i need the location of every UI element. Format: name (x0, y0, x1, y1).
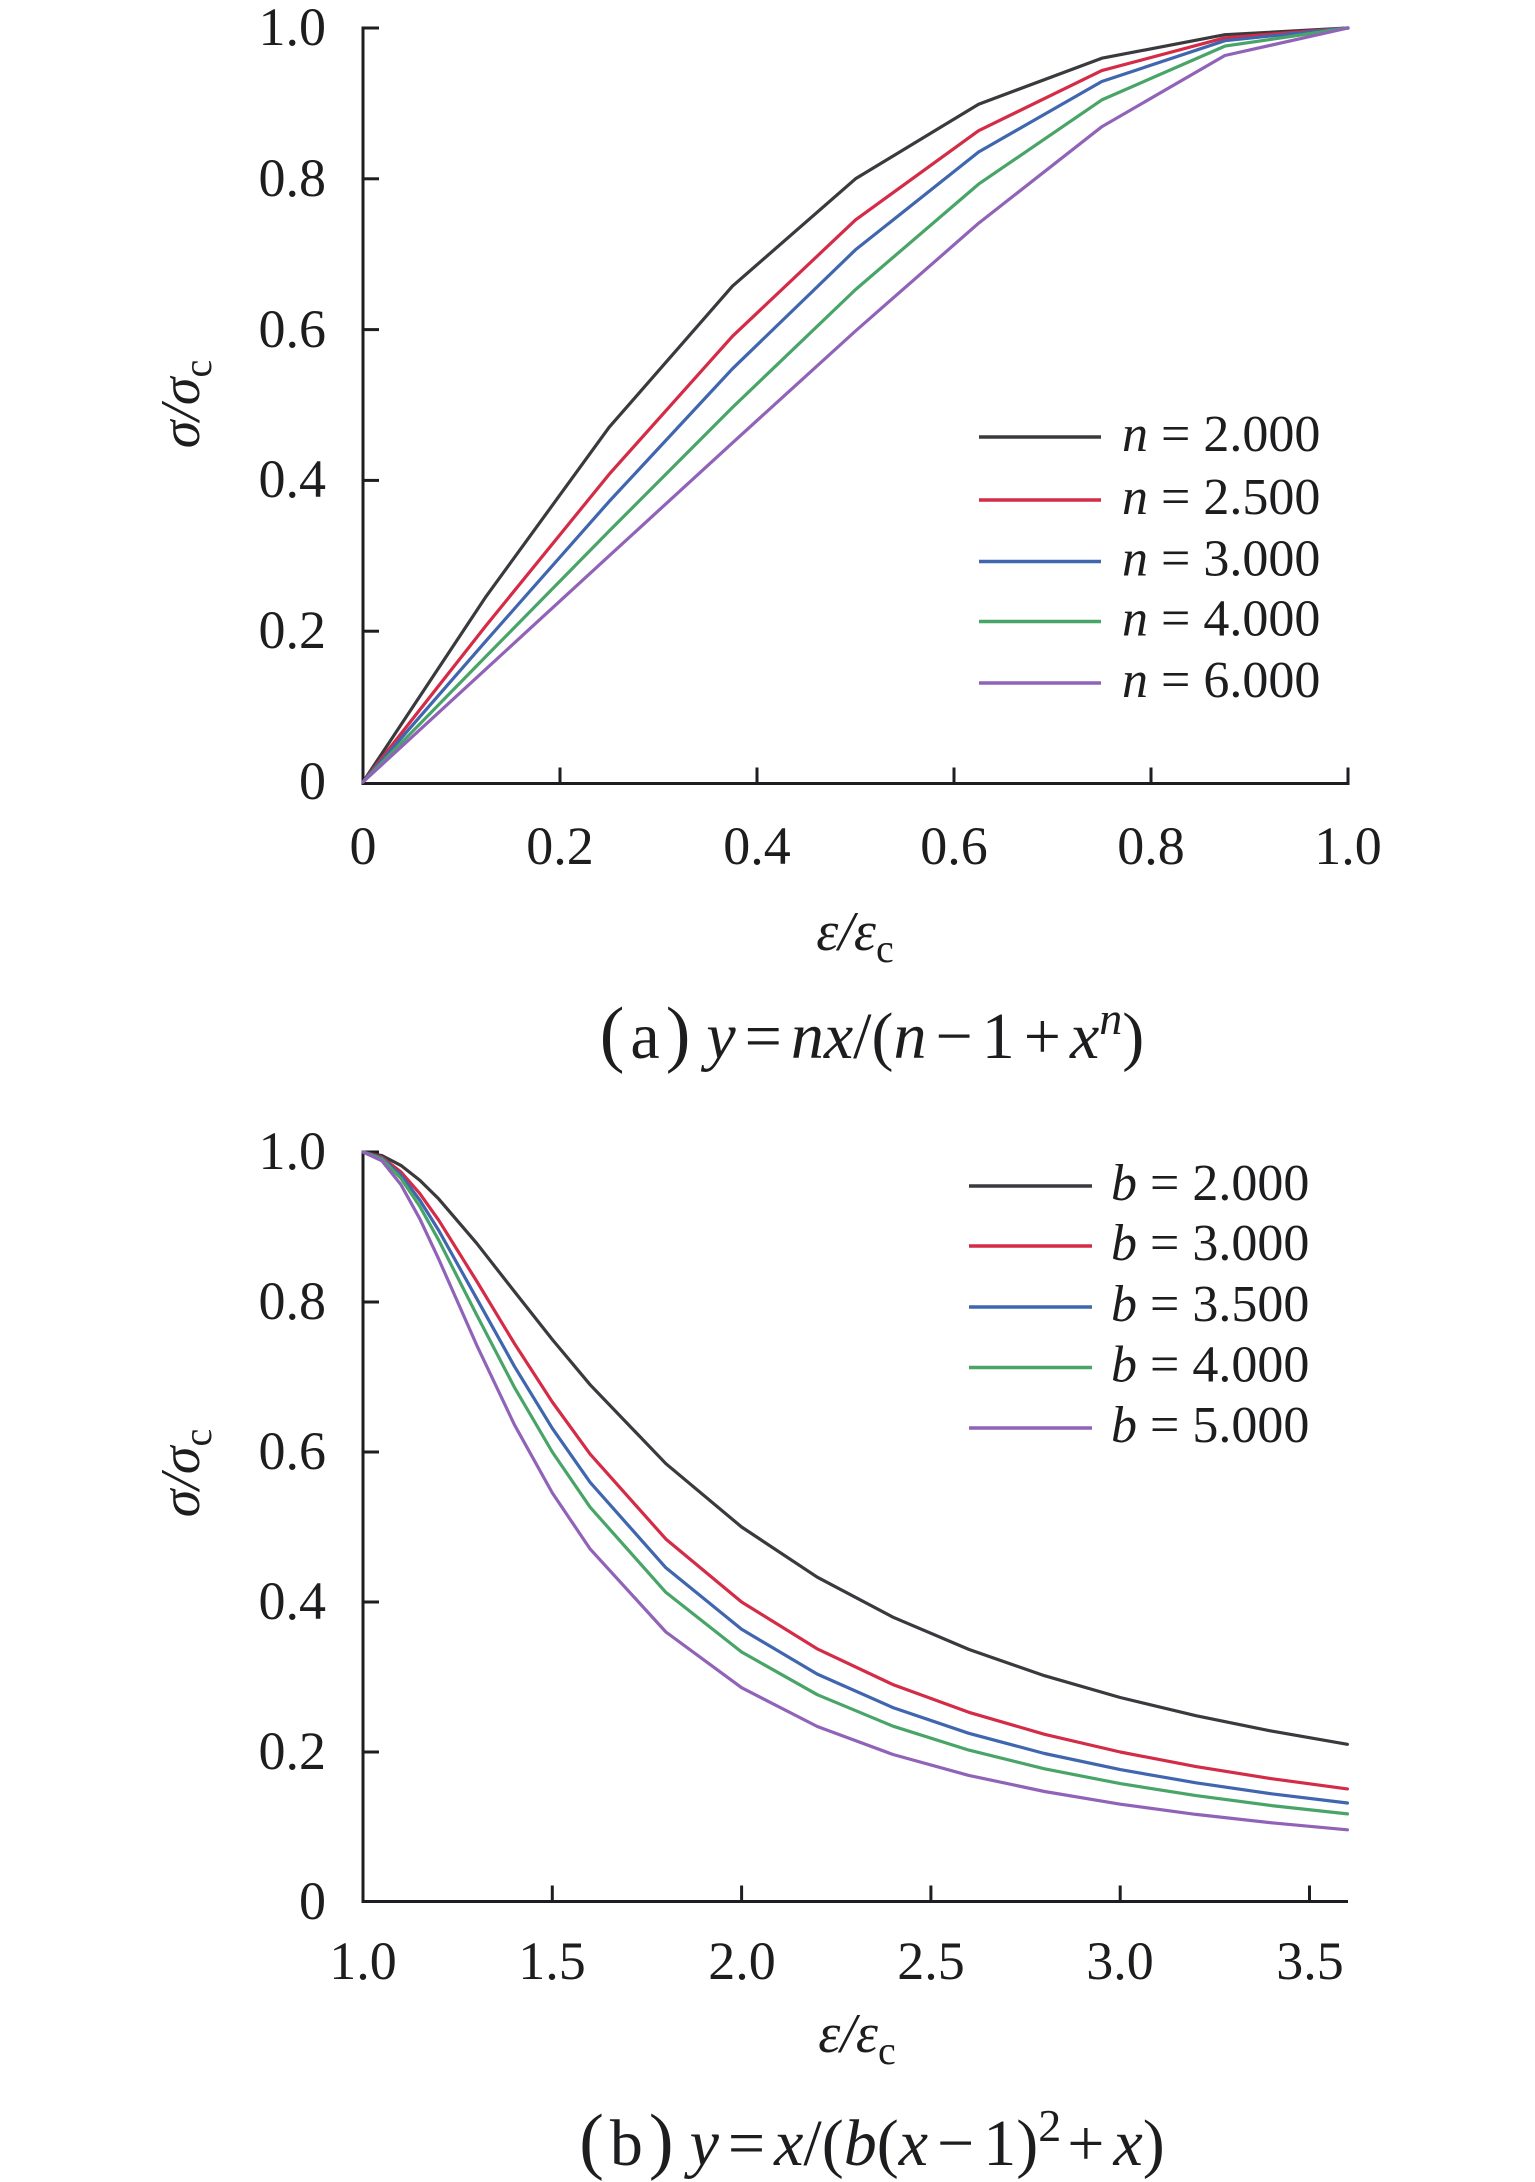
svg-text:0.8: 0.8 (259, 148, 327, 208)
svg-text:2.0: 2.0 (708, 1931, 776, 1991)
svg-text:1.5: 1.5 (518, 1931, 586, 1991)
svg-text:n=2.000: n = 2.000 (1122, 406, 1320, 463)
svg-text:0: 0 (350, 816, 377, 876)
svg-text:1.0: 1.0 (259, 0, 327, 57)
svg-text:0.2: 0.2 (259, 1721, 327, 1781)
svg-text:0.6: 0.6 (259, 1421, 327, 1481)
svg-text:n=6.000: n = 6.000 (1122, 652, 1320, 709)
svg-text:3.0: 3.0 (1086, 1931, 1154, 1991)
svg-text:1.0: 1.0 (259, 1121, 327, 1181)
svg-text:0.4: 0.4 (259, 449, 327, 509)
svg-text:b=2.000: b = 2.000 (1111, 1155, 1309, 1212)
svg-text:n=4.000: n = 4.000 (1122, 591, 1320, 648)
svg-text:b=4.000: b = 4.000 (1111, 1337, 1309, 1394)
svg-text:0.2: 0.2 (259, 600, 327, 660)
svg-text:0.6: 0.6 (920, 816, 988, 876)
svg-text:(b)y=x/(b(x−1)2+x): (b) y = x/(b(x −1)2+ x) (579, 2100, 1164, 2182)
svg-text:0: 0 (299, 1871, 326, 1931)
svg-text:b=3.500: b = 3.500 (1111, 1276, 1309, 1333)
svg-text:0.8: 0.8 (259, 1271, 327, 1331)
svg-text:σ/σc: σ/σc (150, 1429, 220, 1518)
svg-text:n=3.000: n = 3.000 (1122, 531, 1320, 588)
svg-text:n=2.500: n = 2.500 (1122, 469, 1320, 526)
svg-text:0.8: 0.8 (1117, 816, 1185, 876)
svg-text:0.4: 0.4 (723, 816, 791, 876)
svg-text:3.5: 3.5 (1276, 1931, 1344, 1991)
svg-text:1.0: 1.0 (1314, 816, 1382, 876)
svg-text:2.5: 2.5 (897, 1931, 965, 1991)
svg-text:0.6: 0.6 (259, 299, 327, 359)
svg-text:0.2: 0.2 (526, 816, 594, 876)
svg-text:0: 0 (299, 751, 326, 811)
svg-text:b=3.000: b = 3.000 (1111, 1215, 1309, 1272)
svg-text:1.0: 1.0 (329, 1931, 397, 1991)
svg-text:b=5.000: b = 5.000 (1111, 1397, 1309, 1454)
svg-text:0.4: 0.4 (259, 1571, 327, 1631)
